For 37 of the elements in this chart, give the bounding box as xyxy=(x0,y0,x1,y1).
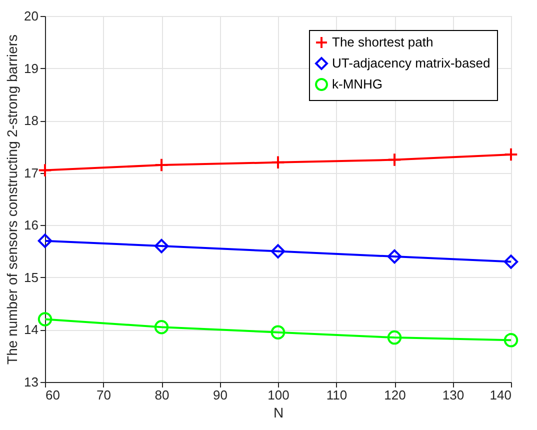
y-tick-label: 17 xyxy=(24,165,38,180)
x-tick-label: 90 xyxy=(213,388,228,402)
point xyxy=(504,333,518,348)
y-tick-label: 15 xyxy=(24,270,38,285)
point xyxy=(387,249,402,264)
point xyxy=(154,158,169,172)
x-tick-label: 110 xyxy=(326,388,348,402)
point xyxy=(38,163,52,178)
x-tick-label: 130 xyxy=(442,388,464,402)
point xyxy=(38,312,52,326)
y-tick-label: 19 xyxy=(24,60,38,76)
legend-label: k-MNHG xyxy=(332,76,383,92)
point xyxy=(504,254,518,269)
y-tick-label: 13 xyxy=(24,374,38,390)
y-tick-label: 16 xyxy=(24,218,38,233)
x-tick-label: 70 xyxy=(96,388,111,402)
point xyxy=(270,155,286,170)
point xyxy=(387,330,402,345)
point xyxy=(154,238,169,254)
x-tick-label: 60 xyxy=(46,388,60,402)
x-tick-label: 100 xyxy=(268,388,290,402)
point xyxy=(270,325,286,340)
point xyxy=(387,152,402,167)
x-tick-label: 120 xyxy=(384,388,406,402)
legend-label: The shortest path xyxy=(332,34,434,50)
point xyxy=(154,320,169,334)
point xyxy=(38,234,52,248)
y-tick-label: 20 xyxy=(24,8,38,24)
y-tick-label: 18 xyxy=(24,113,38,128)
y-tick-label: 14 xyxy=(24,322,38,338)
legend-label: UT-adjacency matrix-based xyxy=(332,56,490,70)
y-axis-title: The number of sensors constructing 2-strong barriers xyxy=(4,34,20,364)
x-tick-label: 140 xyxy=(490,388,512,402)
point xyxy=(270,244,286,258)
x-tick-label: 80 xyxy=(154,388,170,402)
point xyxy=(504,147,518,162)
x-axis-title: N xyxy=(273,404,284,420)
